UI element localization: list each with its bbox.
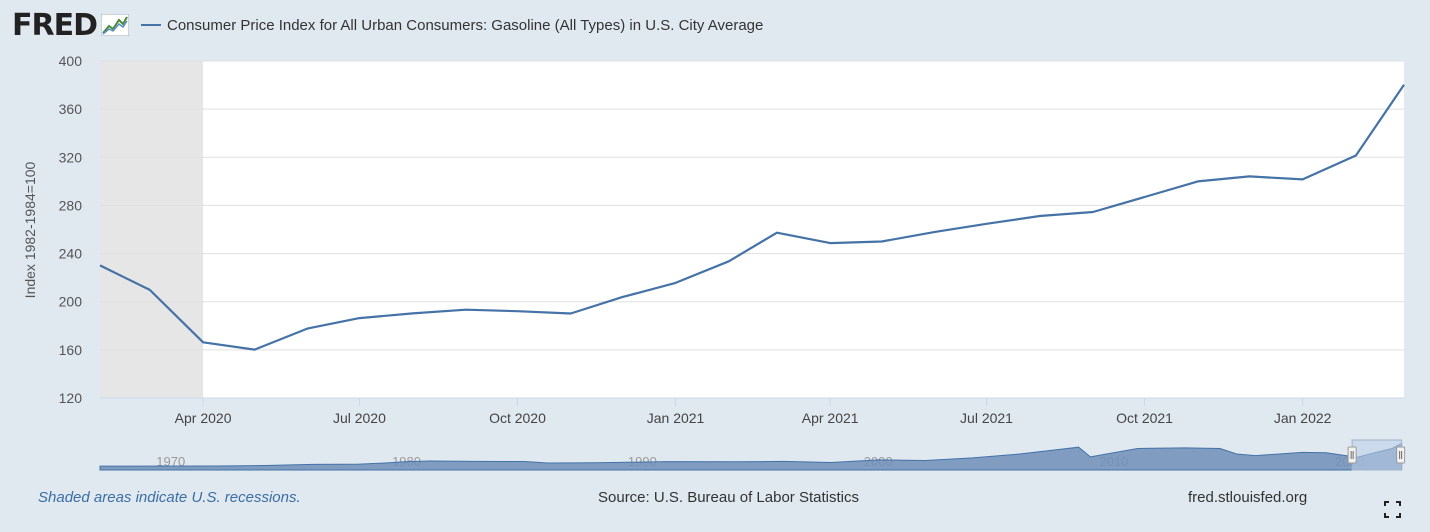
data-point[interactable] xyxy=(358,317,360,319)
data-point[interactable] xyxy=(149,289,151,291)
data-point[interactable] xyxy=(776,232,778,234)
data-point[interactable] xyxy=(675,282,677,284)
handle-grip[interactable] xyxy=(1396,446,1406,464)
recession-shading xyxy=(100,61,204,398)
data-point[interactable] xyxy=(1092,211,1094,213)
x-tick-label: Jan 2021 xyxy=(647,410,705,426)
data-point[interactable] xyxy=(986,223,988,225)
y-tick-label: 400 xyxy=(59,53,83,69)
data-point[interactable] xyxy=(881,241,883,243)
y-axis-label: Index 1982-1984=100 xyxy=(22,161,38,298)
fullscreen-icon[interactable] xyxy=(1384,501,1401,518)
y-tick-label: 200 xyxy=(59,294,83,310)
x-tick-label: Jul 2020 xyxy=(333,410,386,426)
data-point[interactable] xyxy=(1355,154,1357,156)
navigator-left-handle[interactable] xyxy=(1347,446,1357,464)
data-point[interactable] xyxy=(1144,196,1146,198)
y-tick-label: 280 xyxy=(59,197,83,213)
data-point[interactable] xyxy=(465,309,467,311)
navigator-right-handle[interactable] xyxy=(1396,446,1406,464)
data-point[interactable] xyxy=(99,264,101,266)
handle-grip[interactable] xyxy=(1347,446,1357,464)
y-tick-label: 160 xyxy=(59,342,83,358)
legend-swatch xyxy=(141,24,161,26)
y-tick-label: 120 xyxy=(59,390,83,406)
gridlines xyxy=(100,60,1404,399)
data-point[interactable] xyxy=(728,260,730,262)
recession-note: Shaded areas indicate U.S. recessions. xyxy=(38,489,301,506)
data-point[interactable] xyxy=(1039,215,1041,217)
x-tick-label: Jan 2022 xyxy=(1274,410,1332,426)
x-tick-label: Apr 2021 xyxy=(802,410,859,426)
data-point[interactable] xyxy=(1302,178,1304,180)
navigator-overview-area xyxy=(99,442,1403,471)
data-point[interactable] xyxy=(1403,84,1405,86)
data-point[interactable] xyxy=(307,327,309,329)
data-point[interactable] xyxy=(1248,175,1250,177)
data-point[interactable] xyxy=(516,310,518,312)
data-point[interactable] xyxy=(934,231,936,233)
navigator[interactable]: 197019801990200020102020 xyxy=(99,439,1406,471)
source-text: Source: U.S. Bureau of Labor Statistics xyxy=(598,489,859,506)
data-point[interactable] xyxy=(570,313,572,315)
plot-area xyxy=(100,61,1404,398)
x-tick-label: Jul 2021 xyxy=(960,410,1013,426)
data-point[interactable] xyxy=(621,296,623,298)
chart-header: FRED Consumer Price Index for All Urban … xyxy=(12,7,764,43)
x-tick-label: Oct 2020 xyxy=(489,410,546,426)
x-tick-label: Apr 2020 xyxy=(175,410,232,426)
data-point[interactable] xyxy=(829,242,831,244)
y-tick-label: 360 xyxy=(59,101,83,117)
data-point[interactable] xyxy=(412,312,414,314)
navigator-year-label: 1970 xyxy=(156,454,185,469)
y-axis-ticks: 120 160 200 240 280 320 360 400 xyxy=(59,53,83,406)
x-axis-ticks: Apr 2020 Jul 2020 Oct 2020 Jan 2021 Apr 2021… xyxy=(100,397,1404,426)
data-point[interactable] xyxy=(254,349,256,351)
y-tick-label: 320 xyxy=(59,149,83,165)
fred-logo[interactable]: FRED xyxy=(12,7,98,43)
y-tick-label: 240 xyxy=(59,246,83,262)
site-link[interactable]: fred.stlouisfed.org xyxy=(1188,489,1308,506)
fred-logo-graph-icon xyxy=(101,14,129,36)
series-line[interactable] xyxy=(99,84,1405,351)
navigator-selected-window[interactable] xyxy=(1351,439,1403,471)
x-tick-label: Oct 2021 xyxy=(1116,410,1173,426)
data-point[interactable] xyxy=(202,341,204,343)
legend-series-label[interactable]: Consumer Price Index for All Urban Consu… xyxy=(167,16,764,34)
data-point[interactable] xyxy=(1197,180,1199,182)
